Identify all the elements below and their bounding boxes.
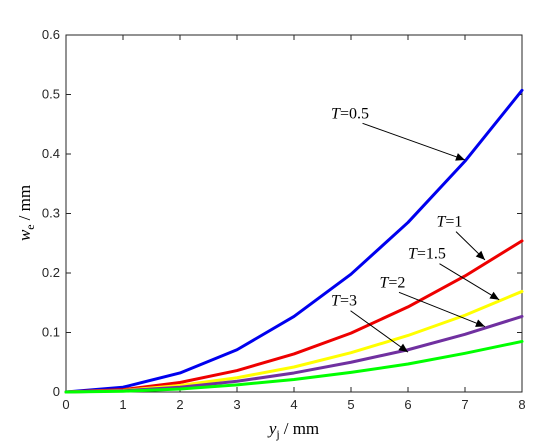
annotation-param: T	[408, 246, 418, 263]
annotation-value: =2	[388, 274, 405, 291]
x-tick-label: 7	[461, 397, 468, 412]
series-annotation-label: T=1	[437, 214, 463, 231]
annotation-param: T	[437, 214, 447, 231]
annotation-arrow-head	[475, 250, 485, 260]
y-axis-unit: / mm	[15, 185, 34, 220]
x-tick-label: 4	[290, 397, 297, 412]
annotation-param: T	[331, 293, 341, 310]
y-tick-label: 0.4	[42, 146, 60, 161]
x-tick-label: 2	[176, 397, 183, 412]
annotation-value: =1	[445, 214, 462, 231]
annotations: T=0.5T=1T=1.5T=2T=3	[331, 105, 500, 353]
y-tick-label: 0.6	[42, 27, 60, 42]
plot-area	[65, 34, 523, 393]
x-axis-label: yj / mm	[267, 419, 319, 441]
annotation-arrow-head	[475, 319, 485, 327]
x-tick-label: 0	[62, 397, 69, 412]
series-line-1	[64, 88, 524, 394]
annotation-arrow-head	[489, 291, 500, 300]
x-tick-label: 1	[119, 397, 126, 412]
series-annotation-label: T=1.5	[408, 246, 446, 263]
annotation-param: T	[331, 105, 341, 122]
annotation-value: =3	[340, 293, 357, 310]
series-annotation-label: T=0.5	[331, 105, 369, 122]
y-tick-label: 0.1	[42, 325, 60, 340]
y-axis-variable: w	[15, 229, 34, 241]
annotation-arrow-line	[350, 310, 409, 353]
series-line-2	[64, 239, 524, 394]
annotation-value: =0.5	[340, 105, 369, 122]
x-tick-label: 5	[347, 397, 354, 412]
y-tick-label: 0	[53, 384, 60, 399]
annotation-arrow-head	[455, 153, 465, 161]
series-line-5	[64, 339, 524, 394]
y-axis-subscript: e	[23, 224, 37, 229]
y-tick-label: 0.3	[42, 206, 60, 221]
series-annotation-label: T=2	[380, 274, 406, 291]
x-axis-variable: y	[267, 419, 277, 438]
series-lines	[64, 88, 524, 394]
x-axis-subscript: j	[275, 427, 279, 441]
annotation-arrow-line	[398, 291, 486, 328]
x-tick-label: 3	[233, 397, 240, 412]
annotation-param: T	[380, 274, 390, 291]
annotation-value: =1.5	[417, 246, 446, 263]
y-axis-label: we / mm	[15, 185, 37, 241]
y-tick-label: 0.5	[42, 87, 60, 102]
annotation-arrow-head	[398, 343, 408, 353]
annotation-arrow-line	[439, 263, 500, 301]
y-tick-label: 0.2	[42, 265, 60, 280]
x-axis-unit: / mm	[284, 419, 319, 438]
annotation-arrow-line	[362, 122, 466, 161]
x-tick-label: 8	[518, 397, 525, 412]
series-annotation-label: T=3	[331, 293, 357, 310]
x-tick-label: 6	[404, 397, 411, 412]
